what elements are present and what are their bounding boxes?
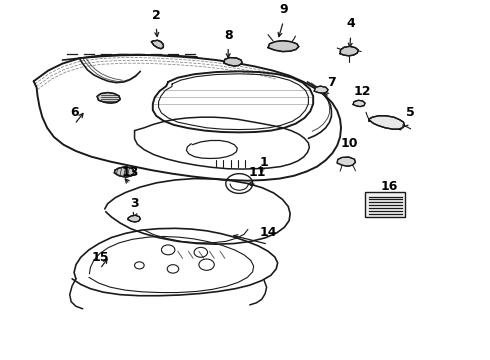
Text: 14: 14 (259, 226, 277, 239)
Text: 7: 7 (327, 76, 336, 89)
Text: 4: 4 (346, 17, 355, 30)
Text: 2: 2 (152, 9, 161, 22)
Polygon shape (224, 58, 242, 66)
Text: 9: 9 (279, 3, 288, 16)
Polygon shape (268, 41, 299, 51)
Polygon shape (128, 215, 140, 222)
Polygon shape (353, 100, 365, 107)
Polygon shape (151, 40, 163, 49)
Polygon shape (97, 93, 120, 103)
Text: 5: 5 (406, 106, 415, 119)
Text: 12: 12 (354, 85, 371, 98)
Text: 8: 8 (224, 29, 233, 42)
FancyBboxPatch shape (365, 192, 405, 217)
Text: 15: 15 (91, 251, 109, 264)
Text: 13: 13 (121, 166, 139, 179)
Text: 10: 10 (341, 137, 358, 150)
Text: 1: 1 (260, 156, 269, 169)
Text: 6: 6 (70, 106, 79, 119)
Text: 16: 16 (380, 180, 398, 193)
Polygon shape (114, 167, 135, 177)
Polygon shape (337, 157, 355, 166)
Text: 11: 11 (248, 166, 266, 179)
Polygon shape (314, 86, 328, 93)
Text: 3: 3 (130, 197, 139, 210)
Polygon shape (369, 116, 404, 129)
Polygon shape (340, 46, 358, 56)
